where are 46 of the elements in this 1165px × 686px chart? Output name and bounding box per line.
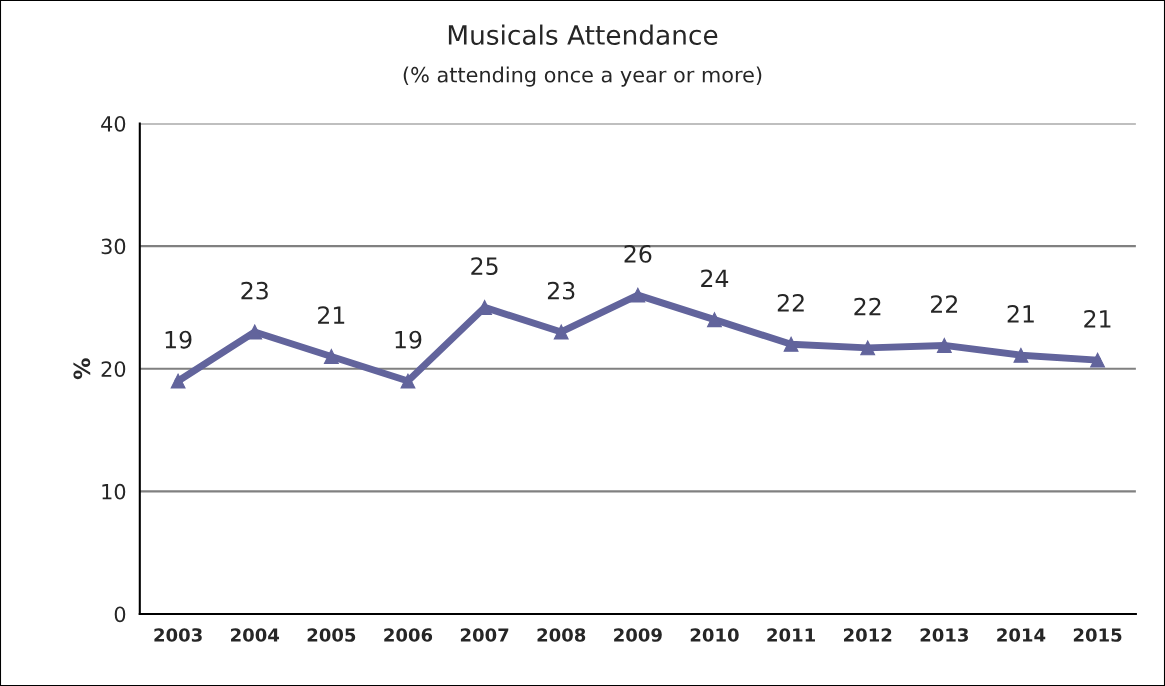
data-label: 23 [241,281,268,300]
x-tick-label: 2010 [690,628,739,642]
data-label: 21 [318,306,345,324]
y-tick-label: 30 [101,238,126,255]
x-tick-label: 2012 [844,628,892,642]
point [170,373,186,389]
chart-subtitle: (% attending once a year or more) [403,66,762,87]
point [553,324,569,340]
point [706,312,722,328]
data-label: 19 [395,330,422,349]
data-label: 22 [854,297,881,316]
y-tick-label: 10 [102,483,126,500]
point [630,287,646,303]
point [1013,347,1029,363]
y-tick-label: 40 [101,115,126,132]
point [936,337,952,353]
x-tick-label: 2009 [614,628,662,642]
y-axis-title: % [73,358,91,380]
point [1090,352,1106,368]
data-label: 26 [624,244,652,263]
data-label: 21 [1007,305,1034,323]
data-label: 25 [471,257,498,276]
x-tick-label: 2013 [920,628,969,642]
data-label: 21 [1084,309,1111,328]
x-tick-label: 2007 [460,628,509,642]
x-tick-label: 2011 [767,628,815,642]
x-tick-label: 2008 [537,628,586,642]
point [860,340,876,356]
x-tick-label: 2004 [231,628,280,642]
data-label: 23 [547,281,575,300]
y-tick-label: 0 [114,606,126,623]
point [783,336,799,352]
x-tick-label: 2015 [1073,628,1122,642]
point [323,349,339,364]
y-tick-label: 20 [101,361,126,377]
x-tick-label: 2014 [997,628,1046,642]
point [400,373,416,389]
data-label: 24 [701,269,729,287]
data-label: 19 [165,330,192,349]
point [247,324,263,340]
x-tick-label: 2006 [384,628,433,642]
chart-title: Musicals Attendance [448,24,718,45]
x-tick-label: 2003 [154,628,202,642]
data-label: 22 [777,293,804,312]
data-label: 22 [931,295,957,313]
x-tick-label: 2005 [307,628,356,642]
